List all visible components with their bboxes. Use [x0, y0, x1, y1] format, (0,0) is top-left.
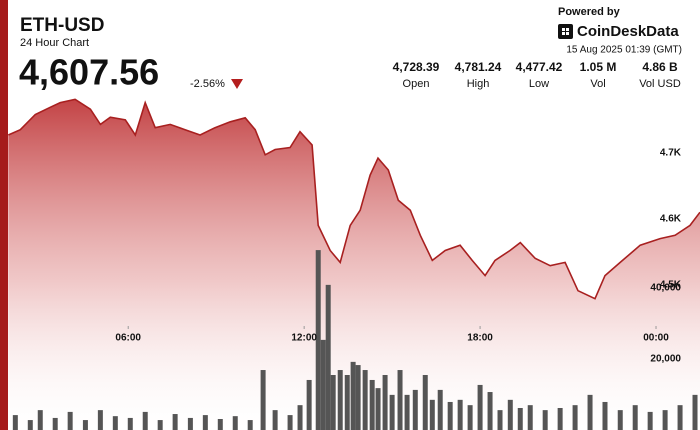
- volume-bar: [247, 420, 253, 430]
- volume-bar: [632, 405, 638, 430]
- stat-value: 1.05 M: [580, 60, 617, 74]
- y-tick-label: 4.5K: [660, 279, 682, 290]
- stat-value: 4,781.24: [455, 60, 502, 74]
- down-arrow: [231, 79, 243, 89]
- price: 4,607.56: [19, 52, 159, 93]
- volume-bar: [52, 417, 58, 430]
- volume-bar: [315, 250, 321, 430]
- volume-bar: [82, 420, 88, 430]
- volume-bar: [617, 410, 623, 430]
- stat-value: 4,477.42: [516, 60, 563, 74]
- volume-bar: [542, 410, 548, 430]
- volume-bar: [157, 420, 163, 430]
- x-tick-label: 12:00: [291, 333, 317, 344]
- volume-bar: [260, 370, 266, 430]
- stats: 4,728.39 Open 4,781.24 High 4,477.42 Low 1.05 …: [393, 60, 681, 90]
- powered-by: Powered by: [558, 6, 621, 18]
- volume-bar: [67, 411, 73, 430]
- volume-bar: [375, 388, 381, 430]
- y2-tick-label: 20,000: [650, 354, 681, 365]
- price-line: [7, 98, 700, 300]
- volume-bar: [369, 379, 375, 430]
- volume-bar: [527, 405, 533, 430]
- stat-label: Open: [403, 78, 430, 90]
- volume-bar: [127, 417, 133, 430]
- volume-bar: [602, 401, 608, 430]
- y-tick-label: 4.6K: [660, 213, 682, 224]
- volume-bar: [287, 415, 293, 430]
- volume-bar: [647, 411, 653, 430]
- volume-bar: [350, 361, 356, 430]
- volume-bar: [187, 417, 193, 430]
- volume-bar: [422, 375, 428, 430]
- volume-bar: [172, 414, 178, 430]
- volume-bar: [355, 365, 361, 430]
- volume-bar: [397, 370, 403, 430]
- volume-bar: [12, 415, 18, 430]
- volume-bar: [497, 410, 503, 430]
- volume-bar: [330, 375, 336, 430]
- volume-bar: [437, 389, 443, 430]
- volume-bar: [232, 416, 238, 430]
- volume-bar: [677, 405, 683, 430]
- stat-value: 4.86 B: [642, 60, 678, 74]
- stat-value: 4,728.39: [393, 60, 440, 74]
- plot-area: 06:00 12:00 18:00 00:00 4.5K 4.6K 4.7K 20,000 40…: [7, 98, 700, 430]
- volume-bar: [112, 416, 118, 430]
- brand-logo: [558, 24, 573, 39]
- volume-bar: [457, 399, 463, 430]
- brand: CoinDeskData: [577, 23, 679, 40]
- x-tick-label: 00:00: [643, 333, 669, 344]
- price-area: [8, 99, 700, 430]
- volume-bar: [297, 405, 303, 430]
- volume-bar: [217, 419, 223, 430]
- volume-bar: [382, 375, 388, 430]
- stat-label: Low: [529, 78, 549, 90]
- volume-bar: [692, 394, 698, 430]
- stat-label: Vol USD: [639, 78, 681, 90]
- volume-bar: [572, 405, 578, 430]
- volume-bar: [272, 410, 278, 430]
- volume-bar: [467, 405, 473, 430]
- x-tick-label: 06:00: [115, 333, 141, 344]
- volume-bar: [362, 370, 368, 430]
- chart-subtitle: 24 Hour Chart: [20, 37, 89, 49]
- volume-bar: [662, 410, 668, 430]
- accent-stripe: [0, 0, 8, 430]
- stat-label: High: [467, 78, 490, 90]
- volume-bar: [306, 379, 312, 430]
- volume-bar: [429, 399, 435, 430]
- volume-bar: [404, 394, 410, 430]
- y-tick-label: 4.7K: [660, 147, 682, 158]
- volume-bar: [412, 389, 418, 430]
- volume-bar: [507, 399, 513, 430]
- volume-bar: [344, 375, 350, 430]
- volume-bar: [325, 284, 331, 430]
- change: -2.56%: [190, 78, 225, 90]
- volume-bar: [477, 384, 483, 430]
- volume-bar: [587, 394, 593, 430]
- volume-bar: [142, 411, 148, 430]
- volume-bar: [202, 415, 208, 430]
- volume-bar: [517, 408, 523, 430]
- volume-bar: [447, 401, 453, 430]
- volume-bar: [37, 410, 43, 430]
- volume-bar: [27, 420, 33, 430]
- volume-bar: [389, 394, 395, 430]
- stat-label: Vol: [590, 78, 605, 90]
- chart-title: ETH-USD: [20, 15, 104, 36]
- x-tick-label: 18:00: [467, 333, 493, 344]
- timestamp: 15 Aug 2025 01:39 (GMT): [566, 45, 682, 56]
- volume-bar: [320, 339, 326, 430]
- volume-bar: [97, 410, 103, 430]
- volume-bar: [557, 408, 563, 430]
- y2-tick-label: 40,000: [650, 283, 681, 294]
- volume-bar: [487, 392, 493, 430]
- volume-bar: [337, 370, 343, 430]
